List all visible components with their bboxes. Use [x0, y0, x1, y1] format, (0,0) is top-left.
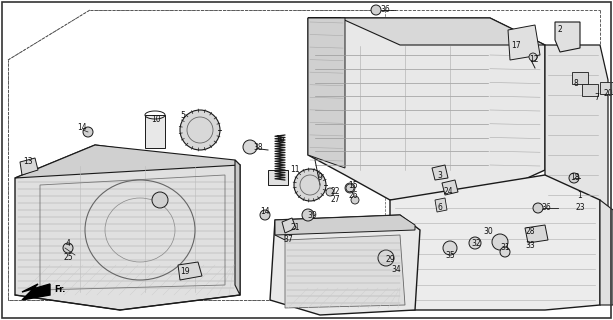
Text: 15: 15: [348, 180, 358, 189]
Text: 11: 11: [290, 165, 300, 174]
Polygon shape: [435, 198, 447, 212]
Text: 18: 18: [570, 173, 580, 182]
Circle shape: [500, 247, 510, 257]
Text: 20: 20: [603, 89, 613, 98]
Text: Fr.: Fr.: [54, 284, 66, 293]
Circle shape: [260, 210, 270, 220]
Text: 13: 13: [23, 157, 33, 166]
Polygon shape: [600, 200, 613, 305]
Text: 14: 14: [260, 207, 270, 217]
Polygon shape: [145, 115, 165, 148]
Text: 35: 35: [445, 251, 455, 260]
Polygon shape: [572, 72, 588, 84]
Polygon shape: [545, 45, 608, 220]
Text: 14: 14: [77, 124, 87, 132]
Text: 10: 10: [151, 116, 161, 124]
Circle shape: [346, 184, 354, 192]
Text: 19: 19: [180, 267, 190, 276]
Circle shape: [345, 183, 355, 193]
Polygon shape: [432, 165, 448, 180]
Circle shape: [469, 237, 481, 249]
Text: 7: 7: [595, 93, 600, 102]
Text: 27: 27: [330, 196, 340, 204]
Text: 5: 5: [181, 110, 186, 119]
Polygon shape: [308, 18, 545, 200]
Circle shape: [533, 203, 543, 213]
Polygon shape: [15, 145, 240, 310]
Circle shape: [443, 241, 457, 255]
Polygon shape: [282, 218, 296, 233]
Polygon shape: [270, 215, 420, 315]
Text: 26: 26: [348, 190, 358, 199]
Text: 29: 29: [385, 255, 395, 265]
Circle shape: [243, 140, 257, 154]
Text: 17: 17: [511, 42, 521, 51]
Polygon shape: [525, 225, 548, 243]
Text: 34: 34: [391, 266, 401, 275]
Circle shape: [326, 188, 334, 196]
Polygon shape: [275, 222, 285, 240]
Text: 23: 23: [575, 203, 585, 212]
Polygon shape: [390, 175, 600, 310]
Polygon shape: [20, 158, 38, 175]
Text: 31: 31: [500, 244, 510, 252]
Polygon shape: [15, 145, 240, 178]
Polygon shape: [285, 235, 405, 308]
Text: 37: 37: [283, 236, 293, 244]
Text: 6: 6: [438, 204, 443, 212]
Circle shape: [63, 243, 73, 253]
Polygon shape: [22, 284, 50, 300]
Text: 25: 25: [63, 253, 73, 262]
Polygon shape: [235, 160, 240, 295]
Text: 36: 36: [380, 5, 390, 14]
Polygon shape: [178, 262, 202, 280]
Polygon shape: [442, 180, 458, 195]
Text: 9: 9: [318, 173, 322, 182]
Text: 24: 24: [443, 187, 453, 196]
Polygon shape: [600, 82, 613, 94]
Polygon shape: [308, 18, 545, 45]
Polygon shape: [508, 25, 540, 60]
Text: 39: 39: [307, 211, 317, 220]
Text: 1: 1: [577, 190, 582, 199]
Polygon shape: [268, 170, 288, 185]
Circle shape: [529, 53, 537, 61]
Text: 21: 21: [290, 223, 300, 233]
Circle shape: [302, 209, 314, 221]
Circle shape: [180, 110, 220, 150]
Circle shape: [83, 127, 93, 137]
Text: 38: 38: [253, 143, 263, 153]
Polygon shape: [275, 215, 415, 235]
Text: 28: 28: [525, 228, 535, 236]
Circle shape: [569, 173, 579, 183]
Circle shape: [492, 234, 508, 250]
Text: 22: 22: [330, 188, 340, 196]
Text: 3: 3: [438, 171, 443, 180]
Circle shape: [152, 192, 168, 208]
Text: 8: 8: [574, 79, 579, 89]
Text: 32: 32: [471, 239, 481, 249]
Polygon shape: [308, 18, 345, 168]
Text: 12: 12: [529, 55, 539, 65]
Polygon shape: [555, 22, 580, 52]
Text: 36: 36: [541, 204, 551, 212]
Text: 30: 30: [483, 228, 493, 236]
Text: 33: 33: [525, 241, 535, 250]
Polygon shape: [582, 84, 598, 96]
Circle shape: [378, 250, 394, 266]
Text: 2: 2: [558, 26, 562, 35]
Circle shape: [351, 196, 359, 204]
Text: 4: 4: [66, 238, 70, 247]
Circle shape: [294, 169, 326, 201]
Text: 16: 16: [275, 135, 285, 145]
Circle shape: [371, 5, 381, 15]
